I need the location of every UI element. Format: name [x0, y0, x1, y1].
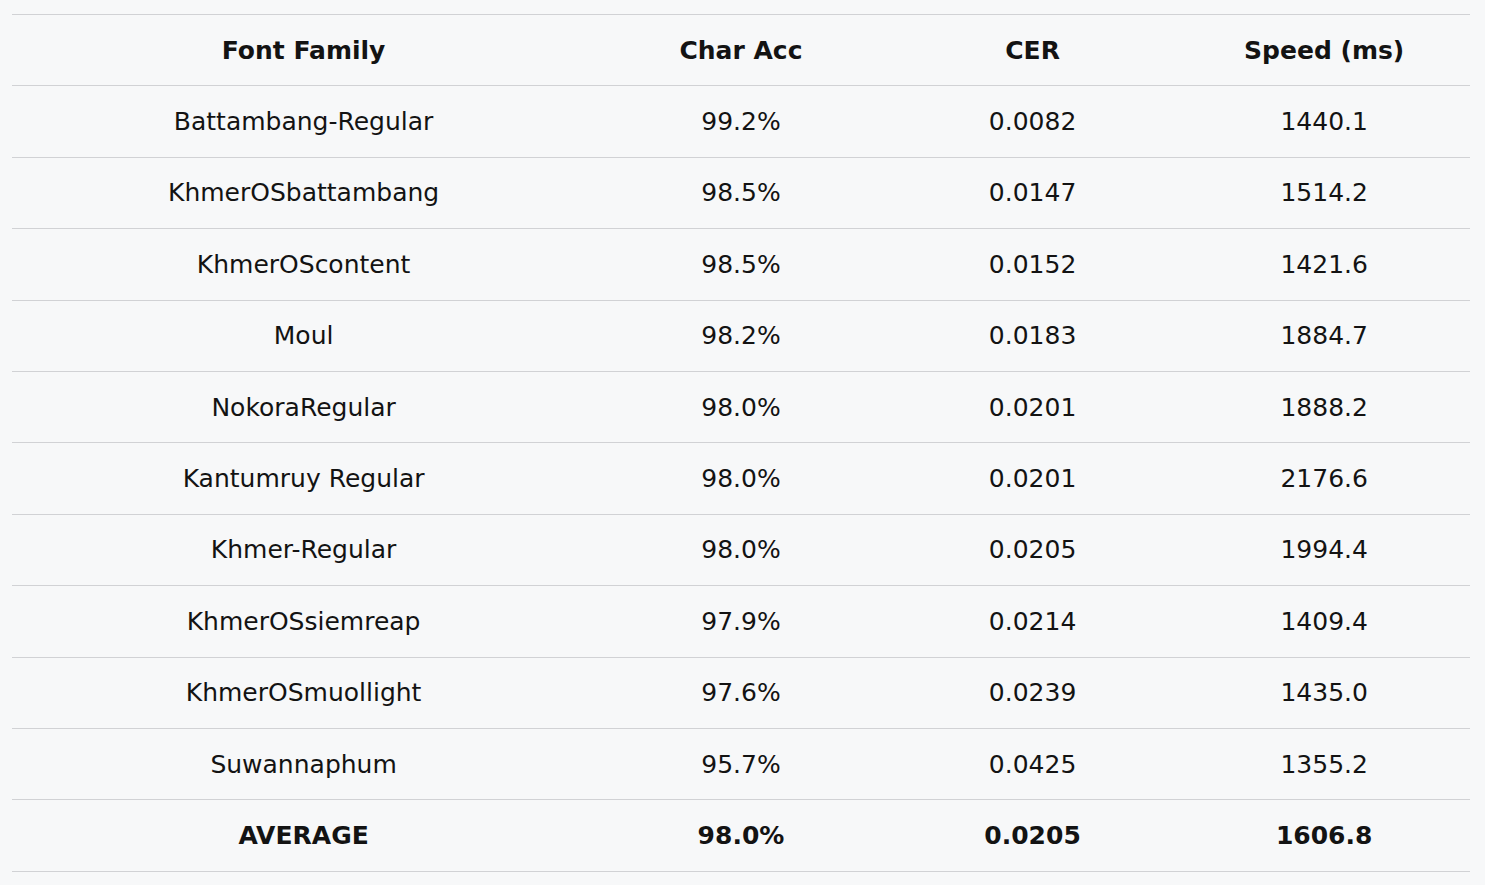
char-acc-cell: 95.7%: [595, 728, 887, 799]
char-acc-cell: 98.5%: [595, 157, 887, 228]
average-label-cell: AVERAGE: [12, 800, 595, 871]
average-speed-cell: 1606.8: [1178, 800, 1470, 871]
char-acc-cell: 99.2%: [595, 86, 887, 157]
cer-cell: 0.0239: [887, 657, 1179, 728]
table-row: KhmerOSmuollight 97.6% 0.0239 1435.0: [12, 657, 1470, 728]
font-family-cell: Kantumruy Regular: [12, 443, 595, 514]
table-header-row: Font Family Char Acc CER Speed (ms): [12, 15, 1470, 86]
speed-cell: 2176.6: [1178, 443, 1470, 514]
table-row: Battambang-Regular 99.2% 0.0082 1440.1: [12, 86, 1470, 157]
cer-cell: 0.0201: [887, 443, 1179, 514]
font-family-cell: KhmerOSbattambang: [12, 157, 595, 228]
speed-cell: 1514.2: [1178, 157, 1470, 228]
cer-cell: 0.0183: [887, 300, 1179, 371]
char-acc-cell: 98.0%: [595, 514, 887, 585]
benchmark-table: Font Family Char Acc CER Speed (ms) Batt…: [12, 14, 1470, 872]
font-family-cell: KhmerOSsiemreap: [12, 586, 595, 657]
average-char-acc-cell: 98.0%: [595, 800, 887, 871]
font-family-cell: NokoraRegular: [12, 371, 595, 442]
font-family-cell: Battambang-Regular: [12, 86, 595, 157]
char-acc-cell: 97.6%: [595, 657, 887, 728]
char-acc-cell: 98.0%: [595, 371, 887, 442]
table-row: Moul 98.2% 0.0183 1884.7: [12, 300, 1470, 371]
cer-cell: 0.0147: [887, 157, 1179, 228]
speed-cell: 1421.6: [1178, 229, 1470, 300]
font-family-cell: KhmerOScontent: [12, 229, 595, 300]
column-header-speed: Speed (ms): [1178, 15, 1470, 86]
cer-cell: 0.0082: [887, 86, 1179, 157]
table-row: NokoraRegular 98.0% 0.0201 1888.2: [12, 371, 1470, 442]
average-cer-cell: 0.0205: [887, 800, 1179, 871]
column-header-font-family: Font Family: [12, 15, 595, 86]
cer-cell: 0.0205: [887, 514, 1179, 585]
cer-cell: 0.0152: [887, 229, 1179, 300]
char-acc-cell: 98.2%: [595, 300, 887, 371]
table-row: Kantumruy Regular 98.0% 0.0201 2176.6: [12, 443, 1470, 514]
table-row-average: AVERAGE 98.0% 0.0205 1606.8: [12, 800, 1470, 871]
table-row: KhmerOSbattambang 98.5% 0.0147 1514.2: [12, 157, 1470, 228]
font-family-cell: Moul: [12, 300, 595, 371]
char-acc-cell: 98.0%: [595, 443, 887, 514]
speed-cell: 1888.2: [1178, 371, 1470, 442]
cer-cell: 0.0425: [887, 728, 1179, 799]
speed-cell: 1994.4: [1178, 514, 1470, 585]
char-acc-cell: 97.9%: [595, 586, 887, 657]
speed-cell: 1440.1: [1178, 86, 1470, 157]
table-row: Suwannaphum 95.7% 0.0425 1355.2: [12, 728, 1470, 799]
speed-cell: 1355.2: [1178, 728, 1470, 799]
speed-cell: 1884.7: [1178, 300, 1470, 371]
column-header-cer: CER: [887, 15, 1179, 86]
table-row: KhmerOSsiemreap 97.9% 0.0214 1409.4: [12, 586, 1470, 657]
table-row: KhmerOScontent 98.5% 0.0152 1421.6: [12, 229, 1470, 300]
font-family-cell: Suwannaphum: [12, 728, 595, 799]
char-acc-cell: 98.5%: [595, 229, 887, 300]
speed-cell: 1409.4: [1178, 586, 1470, 657]
font-family-cell: Khmer-Regular: [12, 514, 595, 585]
cer-cell: 0.0201: [887, 371, 1179, 442]
cer-cell: 0.0214: [887, 586, 1179, 657]
column-header-char-acc: Char Acc: [595, 15, 887, 86]
table-row: Khmer-Regular 98.0% 0.0205 1994.4: [12, 514, 1470, 585]
font-family-cell: KhmerOSmuollight: [12, 657, 595, 728]
speed-cell: 1435.0: [1178, 657, 1470, 728]
